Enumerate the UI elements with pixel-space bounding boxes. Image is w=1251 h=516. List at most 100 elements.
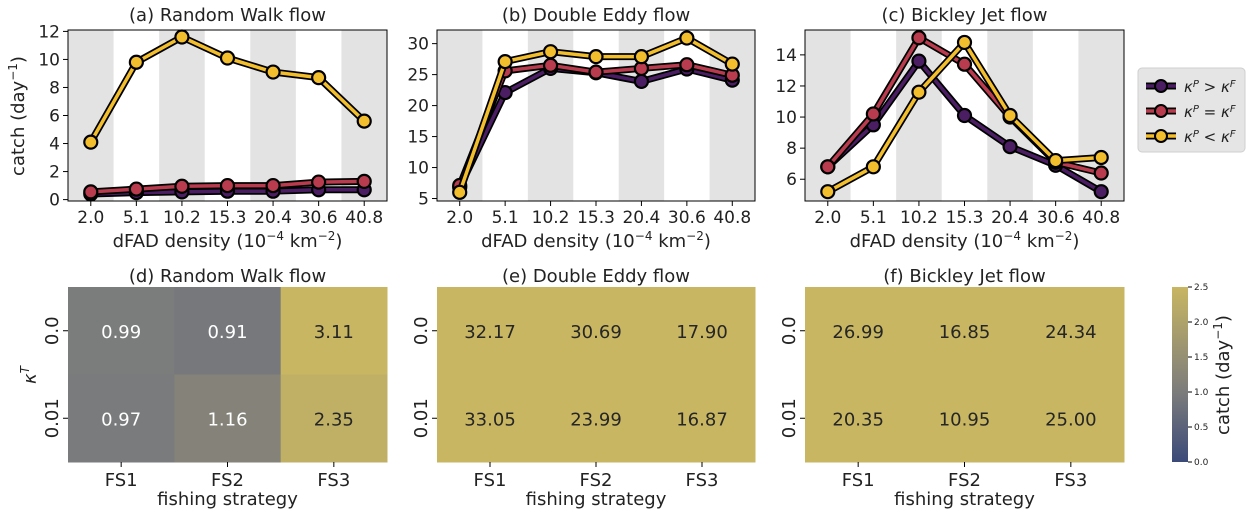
colorbar-tick-label: 0.0	[1194, 458, 1209, 468]
x-tick-label: 30.6	[1037, 208, 1075, 228]
chart-title: (f) Bickley Jet flow	[883, 266, 1045, 287]
y-tick-label: 8	[786, 139, 797, 159]
data-point	[83, 134, 99, 150]
cell-value-label: 0.91	[207, 322, 247, 343]
x-tick-label: 10.2	[532, 208, 570, 228]
x-tick-label: FS3	[686, 470, 719, 491]
y-tick-label: 20	[407, 97, 429, 117]
x-tick-label: 30.6	[668, 208, 706, 228]
chart-title: (a) Random Walk flow	[129, 5, 326, 26]
data-point	[128, 54, 144, 70]
heatmap-cell	[437, 374, 544, 463]
legend-marker	[1154, 129, 1168, 143]
line-chart-1: 0 2 4 6 8 10 12 2.0 5.1 10.2 15.3 20.4 30.6 40.8 (a) R…	[38, 5, 388, 252]
data-point	[311, 70, 327, 86]
chart-title: (b) Double Eddy flow	[502, 5, 690, 26]
data-point	[911, 84, 927, 100]
data-point	[956, 107, 973, 124]
x-tick-label: 40.8	[1082, 208, 1120, 228]
x-tick-label: 5.1	[492, 208, 519, 228]
legend-marker	[1154, 79, 1168, 93]
x-tick-label: 15.3	[209, 208, 247, 228]
legend-marker	[1154, 104, 1168, 118]
x-axis-label: dFAD density (10−4 km−2)	[850, 229, 1080, 252]
data-point	[1093, 149, 1109, 166]
y-tick-label: 12	[775, 77, 797, 97]
data-point	[174, 178, 190, 194]
cell-value-label: 0.97	[101, 409, 141, 430]
x-tick-label: FS3	[317, 470, 350, 491]
y-tick-label: 0.01	[411, 398, 432, 438]
y-tick-label: 8	[49, 78, 60, 98]
y-tick-label: 0.0	[779, 316, 800, 345]
x-tick-label: 2.0	[446, 208, 473, 228]
x-tick-label: 5.1	[860, 208, 887, 228]
data-point	[265, 64, 281, 80]
y-tick-label: 10	[775, 108, 797, 128]
cell-value-label: 32.17	[464, 322, 516, 343]
x-tick-label: 15.3	[577, 208, 615, 228]
colorbar-tick-label: 2.5	[1194, 283, 1208, 293]
cell-value-label: 23.99	[570, 409, 622, 430]
legend: κP > κF κP = κF κP < κF	[1137, 67, 1246, 153]
x-tick-label: FS2	[211, 470, 244, 491]
cell-value-label: 33.05	[464, 409, 516, 430]
cell-value-label: 2.35	[314, 409, 354, 430]
data-point	[1002, 107, 1018, 124]
heatmap-cell	[805, 287, 912, 375]
data-point	[911, 30, 927, 46]
x-tick-label: 20.4	[991, 208, 1029, 228]
data-point	[865, 159, 881, 175]
data-point	[219, 50, 236, 66]
legend-label: κP = κF	[1184, 103, 1236, 121]
data-point	[497, 53, 513, 70]
cell-value-label: 16.87	[676, 409, 728, 430]
data-point	[174, 29, 190, 45]
colorbar-gradient	[1172, 287, 1188, 462]
x-tick-label: 30.6	[300, 208, 338, 228]
data-point	[452, 184, 468, 200]
chart-title: (d) Random Walk flow	[129, 266, 326, 287]
x-tick-label: 10.2	[163, 208, 201, 228]
y-axis-label-top: catch (day−1)	[6, 56, 29, 176]
legend-label: κP < κF	[1184, 128, 1236, 146]
cell-value-label: 16.85	[939, 322, 991, 343]
data-point	[219, 177, 236, 194]
data-point	[633, 73, 650, 90]
y-tick-label: 4	[49, 135, 60, 155]
data-point	[911, 53, 927, 69]
category-band	[250, 30, 296, 201]
y-tick-label: 14	[775, 46, 797, 66]
data-point	[1048, 152, 1064, 169]
heatmap-cell	[280, 287, 388, 375]
heatmap-cell	[649, 374, 756, 463]
heatmap-cell	[649, 287, 756, 375]
x-tick-label: 40.8	[345, 208, 383, 228]
data-point	[1093, 184, 1109, 200]
category-band	[437, 30, 483, 201]
legend-label: κP > κF	[1184, 78, 1236, 96]
x-tick-label: FS2	[580, 470, 613, 491]
y-tick-label: 0.0	[42, 316, 63, 345]
x-tick-label: 5.1	[123, 208, 150, 228]
heatmap-2: 32.17 30.69 17.90 33.05 23.99 16.87 FS1 FS2 FS3 0…	[411, 266, 756, 510]
y-tick-label: 0.01	[779, 398, 800, 438]
x-axis-label: dFAD density (10−4 km−2)	[481, 229, 711, 252]
x-tick-label: 20.4	[254, 208, 292, 228]
cell-value-label: 25.00	[1045, 409, 1097, 430]
x-axis-label: fishing strategy	[894, 489, 1035, 510]
data-point	[311, 174, 327, 190]
data-point	[128, 181, 144, 197]
chart-title: (c) Bickley Jet flow	[881, 5, 1047, 26]
y-tick-label: 10	[38, 50, 60, 70]
cell-value-label: 30.69	[570, 322, 622, 343]
x-tick-label: 2.0	[814, 208, 841, 228]
x-tick-label: FS1	[474, 470, 507, 491]
colorbar-label: catch (day−1)	[1211, 315, 1234, 435]
line-chart-3: 6 8 10 12 14 2.0 5.1 10.2 15.3 20.4 30.6 40.8 (c) Bi…	[775, 5, 1125, 252]
x-tick-label: 10.2	[900, 208, 938, 228]
data-point	[83, 184, 99, 200]
heatmap-cell	[543, 374, 650, 463]
line-chart-2: 5 10 15 20 25 30 2.0 5.1 10.2 15.3 20.4 30.6 40.8 (b)…	[407, 5, 756, 252]
data-point	[724, 56, 740, 72]
